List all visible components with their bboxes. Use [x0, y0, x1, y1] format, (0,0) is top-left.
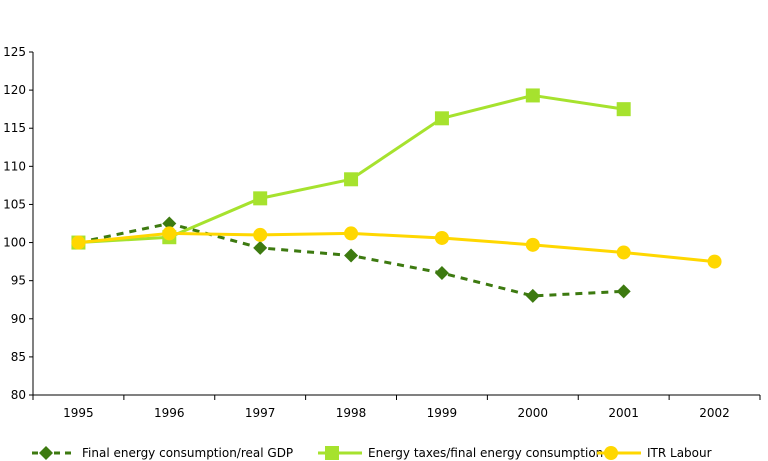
legend-label: Energy taxes/final energy consumption [368, 446, 603, 460]
series-line [78, 93, 624, 245]
y-tick-label: 110 [3, 159, 26, 173]
data-point [616, 284, 631, 299]
x-tick-label: 2001 [608, 406, 639, 420]
legend-label: ITR Labour [647, 446, 712, 460]
x-tick-label: 1999 [427, 406, 458, 420]
data-point [162, 216, 177, 231]
data-point [434, 111, 449, 126]
y-tick-label: 115 [3, 121, 26, 135]
data-point [525, 288, 540, 303]
data-point [434, 230, 449, 245]
data-point [525, 88, 540, 103]
data-point [344, 226, 359, 241]
data-point [71, 235, 86, 250]
data-point [525, 237, 540, 252]
data-point [162, 226, 177, 241]
data-point [344, 172, 359, 187]
x-tick-label: 1998 [336, 406, 367, 420]
y-tick-label: 125 [3, 45, 26, 59]
y-tick-label: 85 [11, 350, 26, 364]
y-tick-label: 80 [11, 388, 26, 402]
series-line [78, 231, 715, 264]
axes: 80 85 90 95 100 105 110 115 120 125 1995 1996 1997 19… [3, 45, 761, 420]
x-tick-label: 1997 [245, 406, 276, 420]
legend-marker [325, 446, 339, 460]
data-point [434, 266, 449, 281]
y-tick-label: 100 [3, 236, 26, 250]
data-point [616, 102, 631, 117]
y-tick-label: 120 [3, 83, 26, 97]
data-point [344, 248, 359, 263]
series-3 [71, 226, 722, 269]
y-tick-label: 105 [3, 197, 26, 211]
series-layer [71, 88, 722, 303]
legend-entry: Energy taxes/final energy consumption [318, 446, 603, 460]
legend-entry: ITR Labour [597, 446, 712, 460]
legend-entry: Final energy consumption/real GDP [32, 446, 293, 460]
x-tick-label: 2000 [518, 406, 549, 420]
y-tick-label: 95 [11, 274, 26, 288]
legend-marker [604, 446, 618, 460]
legend-label: Final energy consumption/real GDP [82, 446, 293, 460]
data-point [253, 227, 268, 242]
data-point [707, 254, 722, 269]
x-tick-label: 1995 [63, 406, 94, 420]
x-tick-label: 2002 [699, 406, 730, 420]
data-point [616, 245, 631, 260]
y-tick-label: 90 [11, 312, 26, 326]
data-point [253, 240, 268, 255]
legend-marker [39, 446, 53, 460]
data-point [253, 191, 268, 206]
legend: Final energy consumption/real GDP Energy … [32, 446, 712, 460]
x-tick-label: 1996 [154, 406, 185, 420]
